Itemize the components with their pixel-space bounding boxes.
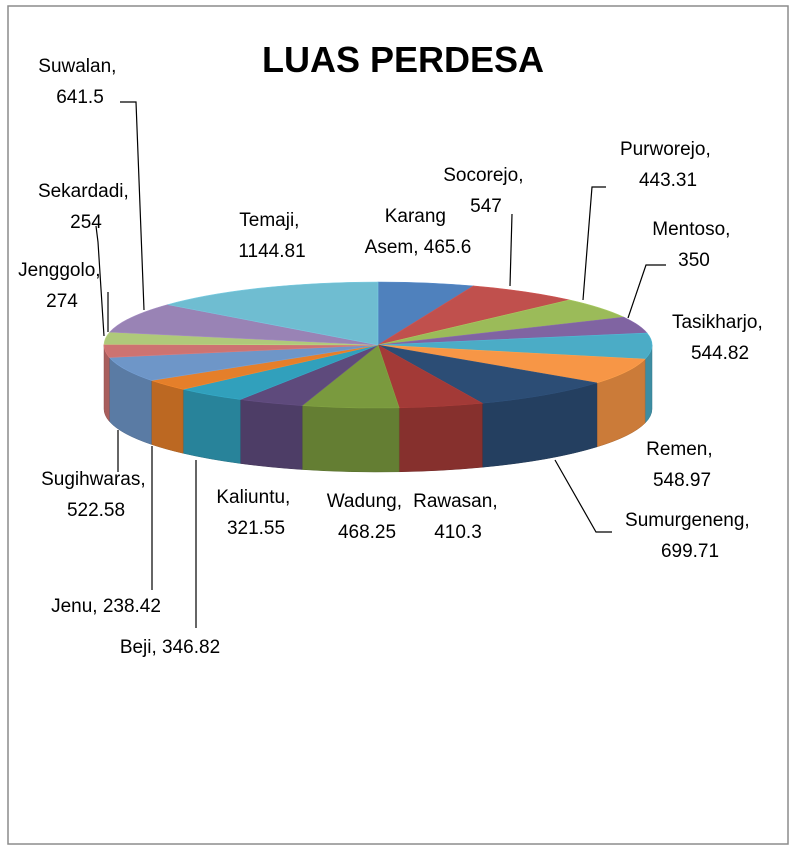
data-label: Jenu, 238.42 bbox=[51, 596, 161, 617]
data-label: Beji, 346.82 bbox=[120, 637, 220, 658]
data-label: Sumurgeneng, 699.71 bbox=[625, 510, 755, 562]
data-label: Wadung, 468.25 bbox=[327, 491, 408, 543]
data-label: Mentoso, 350 bbox=[652, 219, 735, 271]
data-label: Kaliuntu, 321.55 bbox=[216, 487, 295, 539]
data-label: Jenggolo, 274 bbox=[18, 260, 106, 312]
slice-side bbox=[301, 405, 400, 473]
data-label: Purworejo, 443.31 bbox=[620, 139, 716, 191]
slice bbox=[377, 344, 598, 404]
data-label: Suwalan, 641.5 bbox=[38, 56, 121, 108]
slice-side bbox=[151, 380, 184, 454]
data-label: Remen, 548.97 bbox=[646, 439, 718, 491]
leader-line bbox=[627, 264, 666, 319]
data-label: Tasikharjo, 544.82 bbox=[672, 312, 768, 364]
data-label: Sugihwaras, 522.58 bbox=[41, 469, 151, 521]
data-label: Rawasan, 410.3 bbox=[413, 491, 503, 543]
slice bbox=[377, 285, 570, 346]
slice bbox=[377, 344, 646, 384]
slice-side bbox=[240, 399, 303, 470]
data-label: Temaji, 1144.81 bbox=[238, 210, 305, 262]
pie bbox=[103, 281, 653, 473]
leader-line bbox=[95, 225, 105, 337]
data-label: Karang Asem, 465.6 bbox=[365, 206, 472, 258]
leader-line bbox=[509, 213, 513, 287]
leader-line bbox=[554, 459, 612, 533]
slice bbox=[377, 332, 653, 360]
data-label: Socorejo, 547 bbox=[443, 165, 529, 217]
data-label: Sekardadi, 254 bbox=[38, 181, 134, 233]
leader-line bbox=[120, 101, 145, 311]
chart-title: LUAS PERDESA bbox=[262, 39, 544, 80]
leader-line bbox=[582, 186, 606, 301]
slice-side bbox=[398, 402, 483, 473]
slice bbox=[109, 304, 379, 346]
slice-side bbox=[182, 388, 241, 464]
slice bbox=[167, 281, 379, 346]
